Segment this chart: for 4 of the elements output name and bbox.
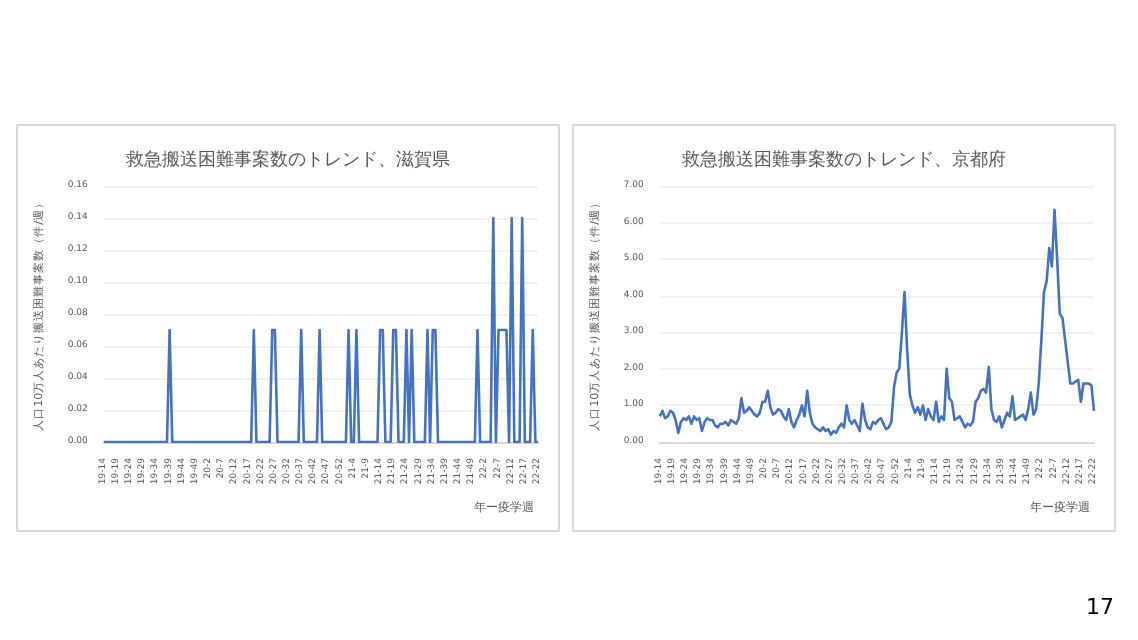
text: 17 [1086, 594, 1114, 620]
line-series [658, 208, 1096, 436]
chart-title: 救急搬送困難事案数のトレンド、京都府 [680, 149, 1006, 171]
chart-title: 救急搬送困難事案数のトレンド、滋賀県 [124, 149, 450, 171]
